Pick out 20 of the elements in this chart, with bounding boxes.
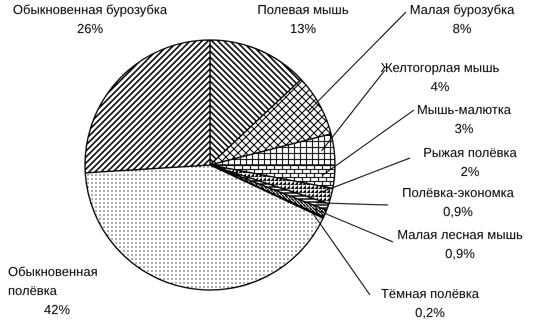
slice-label: Обыкновенная полёвка (8, 264, 98, 298)
slice-label: Обыкновенная бурозубка (12, 2, 168, 17)
data-label: 13% (290, 21, 316, 36)
slice-label: Мышь-малютка (416, 102, 512, 117)
data-label: 0,2% (415, 305, 446, 320)
slice-label: Малая лесная мышь (397, 227, 523, 242)
data-label: 26% (76, 21, 104, 36)
data-label: 4% (430, 79, 450, 94)
slice-label: Малая бурозубка (410, 2, 516, 17)
data-label: 42% (44, 302, 70, 317)
slice-label: Желтогорлая мышь (380, 60, 500, 75)
slice-label: Полёвка-экономка (402, 185, 515, 200)
data-label: 2% (460, 164, 480, 179)
slice-label: Тёмная полёвка (380, 286, 480, 301)
slice-label: Полевая мышь (257, 2, 349, 17)
data-label: 3% (454, 121, 474, 136)
slice-label: Рыжая полёвка (423, 145, 518, 160)
data-label: 0,9% (445, 246, 476, 261)
data-label: 0,9% (443, 204, 474, 219)
data-label: 8% (452, 21, 472, 36)
